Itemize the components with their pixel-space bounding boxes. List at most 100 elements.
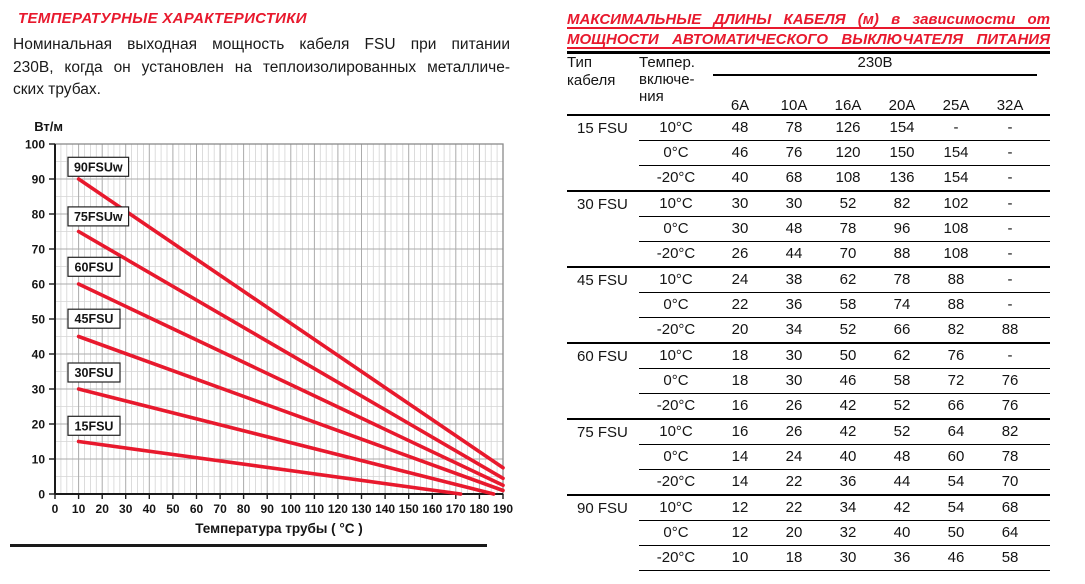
cell-max-length: 42: [875, 494, 929, 521]
cell-max-length: 18: [713, 342, 767, 369]
cell-cable-type: 75 FSU: [567, 418, 639, 495]
spacer-cell: [1037, 292, 1051, 318]
cell-max-length: -: [983, 241, 1038, 267]
series-label-30FSU: 30FSU: [67, 362, 121, 383]
spacer-cell: [1037, 266, 1051, 293]
svg-text:20: 20: [96, 502, 110, 516]
cell-max-length: 40: [875, 520, 929, 546]
svg-text:Температура трубы ( °C ): Температура трубы ( °C ): [195, 521, 363, 536]
col-header-voltage: 230В: [713, 52, 1038, 76]
cell-max-length: 78: [983, 444, 1038, 470]
svg-text:100: 100: [281, 502, 301, 516]
table-row: -20°C 16 26 42 52 66 76: [567, 393, 1051, 419]
cell-max-length: 54: [929, 494, 983, 521]
left-description: Номинальная выходная мощность кабеля FSU…: [13, 34, 510, 102]
svg-text:130: 130: [351, 502, 371, 516]
table-row: 0°C 22 36 58 74 88-: [567, 292, 1051, 318]
table-row: 15 FSU 10°C 48 78 126 154- -: [567, 114, 1051, 191]
cell-max-length: 82: [983, 418, 1038, 445]
svg-text:Вт/м: Вт/м: [34, 119, 63, 134]
cell-max-length: 64: [929, 418, 983, 445]
cell-max-length: 108: [821, 165, 875, 191]
cell-max-length: 150: [875, 140, 929, 166]
cell-max-length: -: [983, 140, 1038, 166]
cell-max-length: 34: [767, 317, 821, 343]
spacer-cell: [1037, 317, 1051, 343]
cell-cable-type: 30 FSU: [567, 190, 639, 267]
cell-switch-on-temp: 10°C: [639, 190, 713, 217]
svg-text:10: 10: [32, 453, 46, 467]
cell-max-length: 32: [821, 520, 875, 546]
cell-switch-on-temp: 10°C: [639, 342, 713, 369]
x-axis-label: Температура трубы ( °C ): [195, 521, 363, 536]
svg-text:100: 100: [25, 138, 45, 152]
col-header-amp: 32А: [983, 75, 1038, 116]
svg-text:60: 60: [190, 502, 204, 516]
svg-text:30: 30: [32, 383, 46, 397]
cell-max-length: 62: [821, 266, 875, 293]
table-row: -20°C 26 44 70 88 108-: [567, 241, 1051, 267]
right-section: МАКСИМАЛЬНЫЕ ДЛИНЫ КАБЕЛЯ (м) в зависимо…: [567, 10, 1051, 571]
cell-max-length: 64: [983, 520, 1038, 546]
cell-max-length: 40: [713, 165, 767, 191]
svg-text:150: 150: [399, 502, 419, 516]
cell-max-length: -: [983, 165, 1038, 191]
svg-text:50: 50: [166, 502, 180, 516]
cell-max-length: 88: [875, 241, 929, 267]
cell-max-length: 60: [929, 444, 983, 470]
cell-switch-on-temp: 0°C: [639, 368, 713, 394]
cell-max-length: 78: [821, 216, 875, 242]
chart-series: 90FSUw 75FSUw 60FSU 45FSU 30FSU 15FSU: [67, 156, 505, 496]
svg-text:170: 170: [446, 502, 466, 516]
cell-max-length: 48: [713, 114, 767, 141]
cell-max-length: 58: [821, 292, 875, 318]
table-row: 0°C 12 20 32 40 50 64: [567, 520, 1051, 546]
cell-max-length: 68: [767, 165, 821, 191]
cell-max-length: 76: [983, 368, 1038, 394]
spacer-cell: [1037, 418, 1051, 445]
cell-max-length: 16: [713, 418, 767, 445]
svg-text:10: 10: [72, 502, 86, 516]
cell-max-length: 108: [929, 241, 983, 267]
col-header-amp: 6А: [713, 75, 767, 116]
cell-max-length: 18: [713, 368, 767, 394]
cell-max-length: 68: [983, 494, 1038, 521]
col-header-amp: 10А: [767, 75, 821, 116]
cell-max-length: -: [983, 292, 1038, 318]
cell-max-length: -: [983, 266, 1038, 293]
cell-max-length: 20: [767, 520, 821, 546]
cell-max-length: 52: [875, 393, 929, 419]
cell-max-length: 42: [821, 418, 875, 445]
cell-switch-on-temp: 10°C: [639, 114, 713, 141]
svg-text:160: 160: [422, 502, 442, 516]
cell-switch-on-temp: 10°C: [639, 494, 713, 521]
cell-max-length: 66: [929, 393, 983, 419]
svg-text:75FSUw: 75FSUw: [74, 210, 123, 224]
cell-switch-on-temp: -20°C: [639, 317, 713, 343]
svg-text:15FSU: 15FSU: [75, 419, 114, 433]
right-title-line: МОЩНОСТИ АВТОМАТИЧЕСКОГО ВЫКЛЮЧАТЕЛЯ ПИТ…: [567, 30, 1050, 48]
table-row: 30 FSU 10°C 30 30 52 82 102-: [567, 190, 1051, 267]
cell-switch-on-temp: 0°C: [639, 444, 713, 470]
spacer-cell: [1037, 444, 1051, 470]
cell-max-length: 12: [713, 494, 767, 521]
cell-max-length: 126: [821, 114, 875, 141]
cell-max-length: 154: [929, 140, 983, 166]
cell-switch-on-temp: -20°C: [639, 545, 713, 571]
spacer-cell: [1037, 114, 1051, 141]
series-label-75FSUw: 75FSUw: [67, 206, 130, 227]
cable-max-length-table: Тип кабеля Темпер. включе- ния 230В 6А 10А 16…: [567, 51, 1051, 571]
svg-text:190: 190: [493, 502, 513, 516]
table-row: -20°C 14 22 36 44 54 70: [567, 469, 1051, 495]
table-row: -20°C 10 18 30 36 46 58: [567, 545, 1051, 571]
cell-max-length: 40: [821, 444, 875, 470]
svg-text:40: 40: [143, 502, 157, 516]
cell-max-length: 88: [983, 317, 1038, 343]
cell-cable-type: 15 FSU: [567, 114, 639, 191]
svg-text:20: 20: [32, 418, 46, 432]
cell-max-length: 12: [713, 520, 767, 546]
svg-text:70: 70: [32, 243, 46, 257]
cell-max-length: 22: [767, 469, 821, 495]
cell-switch-on-temp: 0°C: [639, 140, 713, 166]
table-row: -20°C 20 34 52 66 82 88: [567, 317, 1051, 343]
